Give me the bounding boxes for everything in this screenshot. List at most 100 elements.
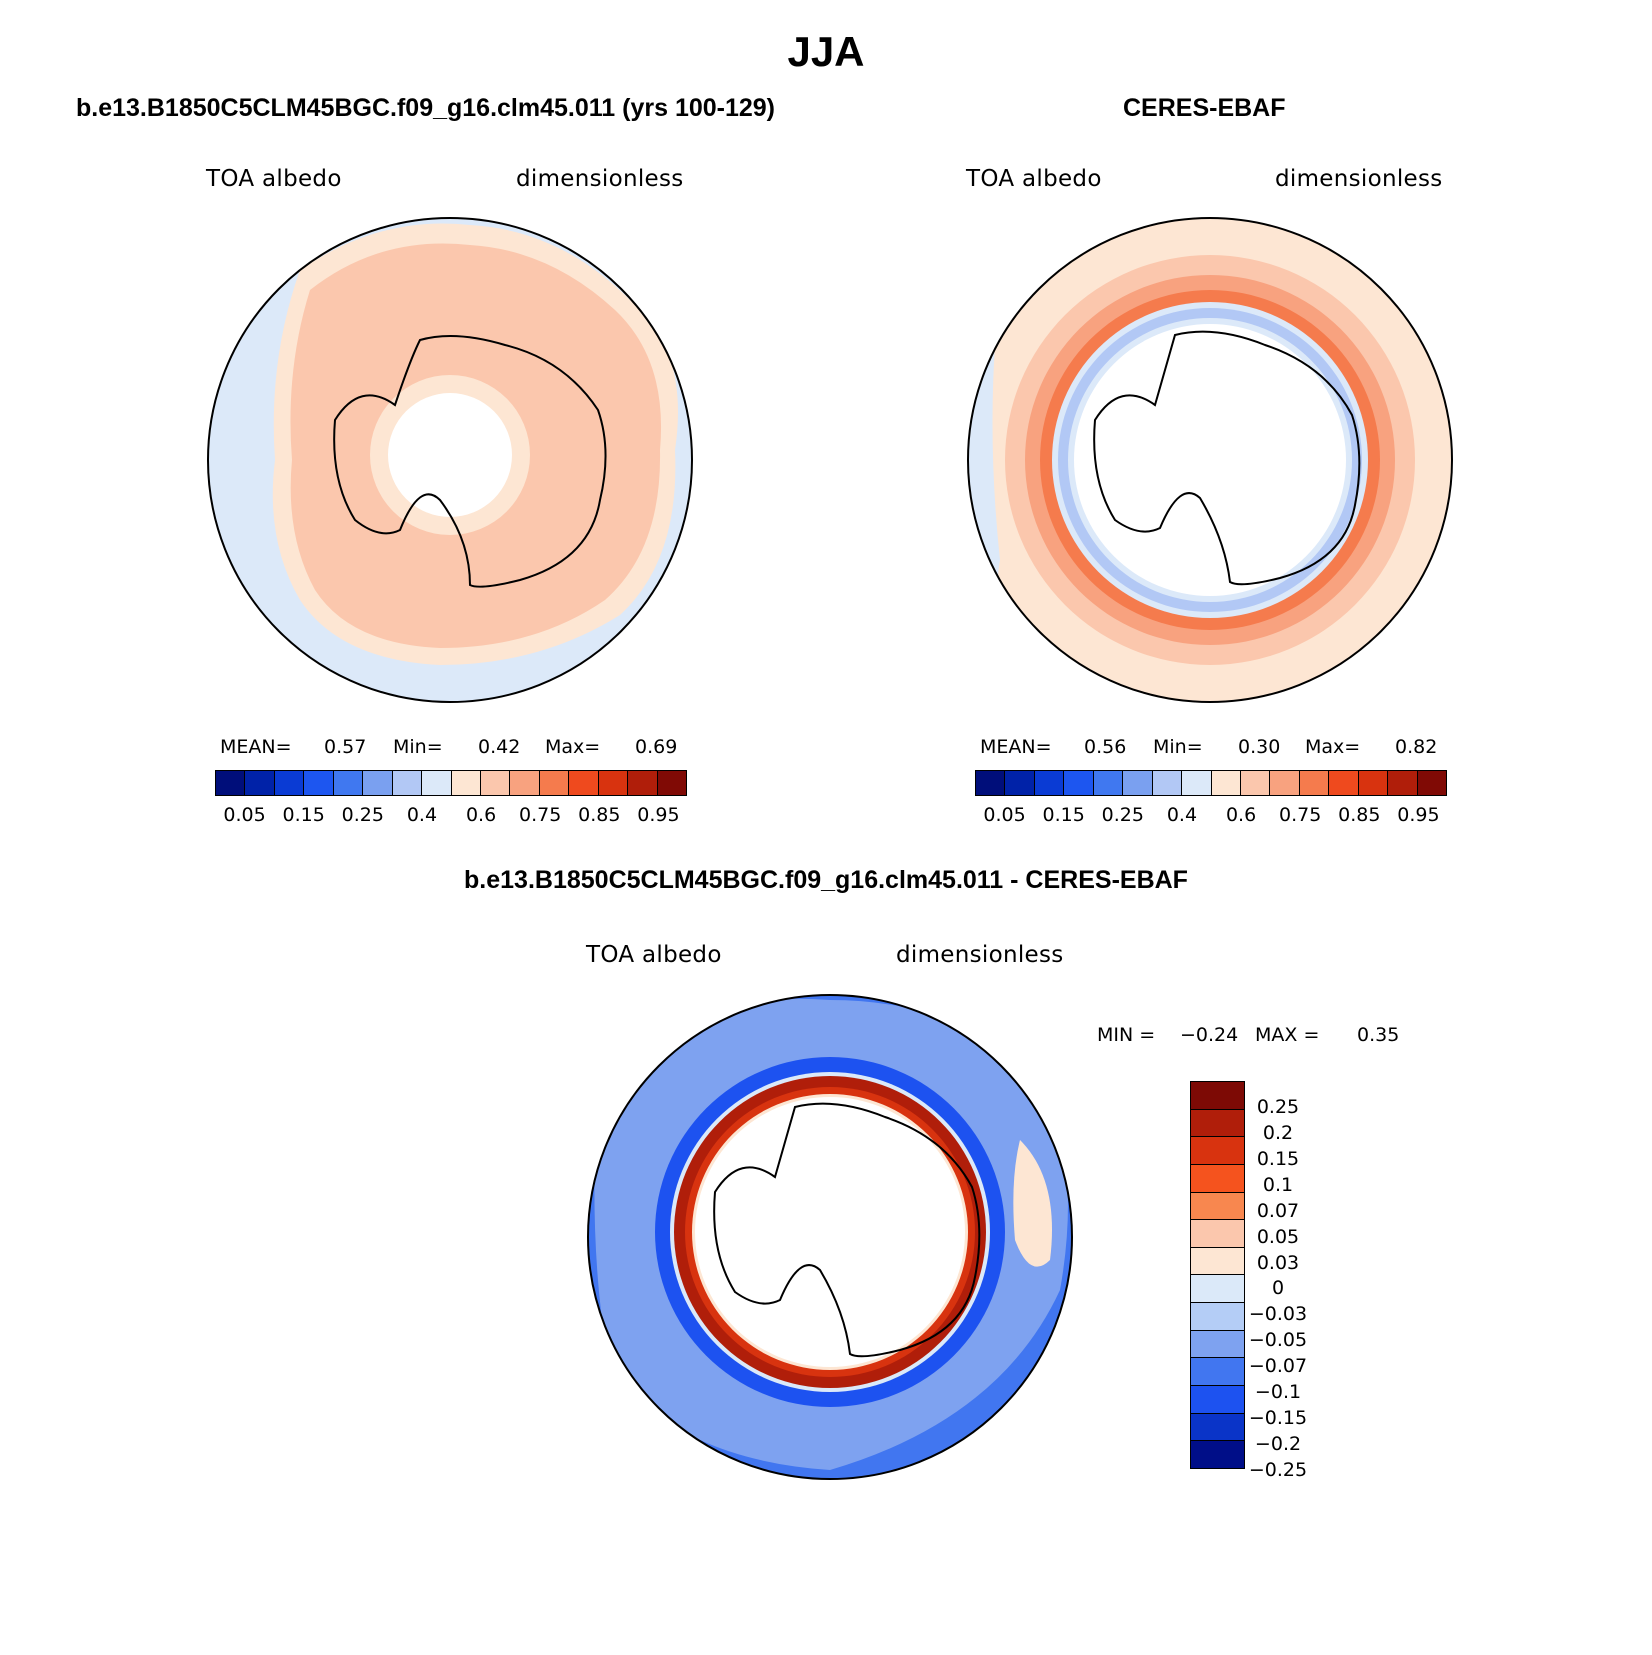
left-mean-label: MEAN=	[220, 736, 292, 758]
left-colorbar-swatch	[657, 771, 686, 795]
left-min-value: 0.42	[478, 736, 521, 758]
left-min-label: Min=	[393, 736, 443, 758]
panel-left-title: b.e13.B1850C5CLM45BGC.f09_g16.clm45.011 …	[76, 94, 776, 122]
diff-colorbar-tick-label: 0.07	[1256, 1199, 1300, 1222]
left-field-missing	[388, 393, 512, 517]
left-colorbar-tick-label: 0.15	[282, 804, 325, 826]
left-colorbar-tick-label: 0.85	[578, 804, 621, 826]
diff-colorbar-tick-label: −0.07	[1248, 1355, 1308, 1378]
panel-diff-title: b.e13.B1850C5CLM45BGC.f09_g16.clm45.011 …	[464, 866, 1188, 894]
diff-antarctica-coast	[713, 1102, 981, 1358]
right-colorbar-tick-label: 0.75	[1279, 804, 1322, 826]
right-colorbar-swatch	[1005, 771, 1035, 795]
left-colorbar-tick-label: 0.6	[465, 804, 497, 826]
right-max-label: Max=	[1305, 736, 1361, 758]
diff-colorbar-swatch	[1191, 1164, 1244, 1193]
right-mean-value: 0.56	[1084, 736, 1127, 758]
diff-map-border	[587, 994, 1073, 1480]
left-colorbar-swatch	[598, 771, 629, 795]
left-colorbar-swatch	[363, 771, 393, 795]
right-colorbar-swatch	[1182, 771, 1212, 795]
diff-colorbar-swatch	[1191, 1247, 1244, 1276]
right-colorbar-swatch	[1152, 771, 1183, 795]
diff-colorbar-swatch	[1191, 1137, 1244, 1165]
left-colorbar	[215, 770, 687, 796]
panel-right-title: CERES-EBAF	[1123, 94, 1286, 122]
left-colorbar-swatch	[569, 771, 599, 795]
figure-title: JJA	[787, 28, 865, 75]
diff-colorbar-tick-label: 0.15	[1256, 1147, 1300, 1170]
left-map-border	[207, 217, 693, 703]
left-colorbar-swatch	[422, 771, 452, 795]
right-colorbar-swatch	[1329, 771, 1359, 795]
right-colorbar-swatch	[1388, 771, 1418, 795]
diff-colorbar-tick-label: 0.05	[1256, 1225, 1300, 1248]
left-colorbar-swatch	[628, 771, 658, 795]
right-colorbar-tick-label: 0.05	[983, 804, 1026, 826]
left-colorbar-tick-label: 0.25	[341, 804, 384, 826]
diff-field-missing	[695, 1097, 965, 1367]
diff-colorbar-tick-label: −0.25	[1248, 1459, 1308, 1481]
left-colorbar-swatch	[451, 771, 481, 795]
diff-min-value: −0.24	[1180, 1024, 1239, 1046]
diff-colorbar-tick-label: −0.05	[1248, 1329, 1308, 1352]
diff-colorbar-tick-label: −0.03	[1248, 1303, 1308, 1326]
left-max-value: 0.69	[635, 736, 678, 758]
diff-colorbar-tick-label: 0.25	[1256, 1095, 1300, 1118]
right-max-value: 0.82	[1395, 736, 1438, 758]
diff-colorbar-ticks: 0.25 0.2 0.15 0.1 0.07 0.05 0.03 0 −0.03 −0.05 −0.…	[1248, 1081, 1350, 1481]
diff-colorbar-swatch	[1191, 1358, 1244, 1387]
left-antarctica-coast	[333, 335, 607, 588]
diff-colorbar-swatch	[1191, 1192, 1244, 1221]
right-mean-label: MEAN=	[980, 736, 1052, 758]
right-colorbar-swatch	[1270, 771, 1300, 795]
panel-diff-units: dimensionless	[896, 942, 1064, 968]
right-field-missing	[1074, 324, 1346, 596]
left-max-label: Max=	[545, 736, 601, 758]
diff-colorbar	[1190, 1081, 1245, 1469]
diff-min-label: MIN =	[1097, 1024, 1156, 1046]
diff-colorbar-swatch	[1191, 1303, 1244, 1331]
left-colorbar-tick-label: 0.75	[519, 804, 562, 826]
right-colorbar-swatch	[1123, 771, 1153, 795]
diff-field-east-positive	[1013, 1140, 1052, 1267]
left-colorbar-swatch	[274, 771, 305, 795]
left-colorbar-swatch	[245, 771, 275, 795]
right-colorbar-swatch	[1034, 771, 1065, 795]
diff-colorbar-swatch	[1191, 1275, 1244, 1304]
panel-right-variable: TOA albedo	[966, 166, 1102, 192]
right-colorbar-tick-label: 0.25	[1101, 804, 1144, 826]
right-colorbar-swatch	[976, 771, 1006, 795]
left-colorbar-swatch	[333, 771, 364, 795]
left-mean-value: 0.57	[324, 736, 367, 758]
left-colorbar-tick-label: 0.4	[406, 804, 438, 826]
diff-colorbar-tick-label: 0.2	[1262, 1121, 1294, 1144]
diff-colorbar-tick-label: −0.1	[1254, 1381, 1302, 1404]
diff-colorbar-tick-label: 0.1	[1262, 1173, 1294, 1196]
right-colorbar-swatch	[1064, 771, 1094, 795]
diff-colorbar-swatch	[1191, 1386, 1244, 1414]
left-colorbar-ticks: 0.05 0.15 0.25 0.4 0.6 0.75 0.85 0.95	[215, 804, 688, 828]
right-colorbar-tick-label: 0.4	[1166, 804, 1198, 826]
right-colorbar-tick-label: 0.95	[1397, 804, 1440, 826]
right-colorbar-swatch	[1240, 771, 1271, 795]
diff-colorbar-tick-label: −0.2	[1254, 1433, 1302, 1456]
right-antarctica-coast	[1093, 330, 1361, 586]
left-colorbar-tick-label: 0.05	[223, 804, 266, 826]
left-colorbar-swatch	[216, 771, 246, 795]
diff-colorbar-swatch	[1191, 1441, 1244, 1468]
right-colorbar-swatch	[1211, 771, 1241, 795]
right-colorbar-ticks: 0.05 0.15 0.25 0.4 0.6 0.75 0.85 0.95	[975, 804, 1448, 828]
left-colorbar-swatch	[539, 771, 570, 795]
left-colorbar-swatch	[392, 771, 423, 795]
right-min-label: Min=	[1153, 736, 1203, 758]
right-colorbar-swatch	[1299, 771, 1330, 795]
diff-colorbar-tick-label: 0	[1271, 1277, 1285, 1300]
right-map-border	[967, 217, 1453, 703]
right-colorbar-tick-label: 0.15	[1042, 804, 1085, 826]
diff-colorbar-tick-label: 0.03	[1256, 1251, 1300, 1274]
diff-colorbar-tick-label: −0.15	[1248, 1407, 1308, 1430]
right-colorbar	[975, 770, 1447, 796]
